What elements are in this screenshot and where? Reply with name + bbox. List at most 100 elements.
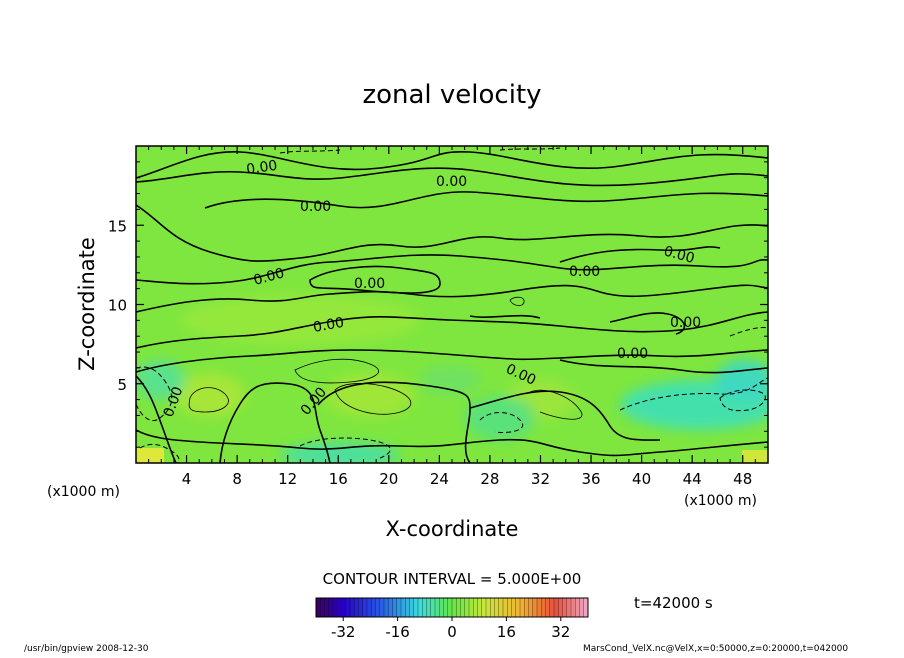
colorbar-cell [524,598,529,617]
bottom-left-warm-patch [136,448,164,463]
contour-line [529,389,583,420]
colorbar-cell [498,598,504,617]
contour-label: 0.00 [300,199,331,215]
contour-line [136,349,768,373]
time-label: t=42000 s [634,594,713,612]
colorbar-cell [333,598,338,617]
colorbar-cell [575,598,580,617]
contour-line [188,387,229,413]
contour-lines [136,150,768,463]
colorbar-cell [328,598,334,617]
contour-label: 0.00 [312,315,345,336]
colorbar-cell [507,598,512,617]
x-tick-label: 40 [632,470,651,488]
colorbar-cell [579,598,585,617]
colorbar-cell [443,598,449,617]
colorbar-cell [460,598,466,617]
colorbar-cell [481,598,487,617]
contour-line [136,204,768,262]
colorbar-cell [532,598,538,617]
colorbar-cell [494,598,500,617]
colorbar-tick-label: 32 [551,623,570,641]
contour-line [139,443,180,463]
x-tick-label: 28 [480,470,499,488]
chart-title: zonal velocity [362,80,541,110]
y-axis: 5 10 15 [108,161,768,448]
colorbar-cell [396,598,402,617]
contour-label: 0.00 [662,243,696,267]
colorbar-cell [337,598,342,617]
negative-contours [136,147,768,463]
x-tick-label: 16 [329,470,348,488]
colorbar-cell [392,598,398,617]
x-axis-label: X-coordinate [386,517,519,541]
colorbar-cell [558,598,563,617]
x-tick-label: 8 [232,470,242,488]
contour-line [479,412,523,433]
colorbar-cell [354,598,359,617]
colorbar-cell [422,598,427,617]
colorbar-cell [511,598,517,617]
colorbar-cell [452,598,457,617]
colorbar-tick-label: 0 [447,623,457,641]
colorbar-cell [486,598,491,617]
x-axis-unit-right: (x1000 m) [684,493,757,509]
contour-label: 0.00 [569,264,600,280]
colorbar-cell [430,598,436,617]
x-axis-unit-left: (x1000 m) [47,484,120,500]
contour-line [729,327,768,337]
contour-line [136,375,177,463]
contour-line [136,311,768,349]
footer-right: MarsCond_VelX.nc@VelX,x=0:50000,z=0:2000… [583,644,848,654]
colorbar-cell [571,598,576,617]
colorbar-cell [469,598,474,617]
x-axis: 4 8 12 16 20 24 28 32 36 40 44 48 [148,146,756,488]
y-tick-label: 10 [108,297,127,315]
colorbar-cell [350,598,355,617]
colorbar-cell [413,598,419,617]
x-tick-label: 12 [278,470,297,488]
colorbar-cell [426,598,432,617]
contour-line [136,254,768,285]
contour-line [469,390,661,441]
colorbar-cell [371,598,376,617]
colorbar-cell [503,598,508,617]
colorbar-cell [515,598,521,617]
colorbar-tick-label: 16 [497,623,516,641]
contour-line [136,366,173,422]
colorbar-tick-label: -16 [385,623,410,641]
y-tick-label: 5 [117,376,127,394]
colorbar-cell [456,598,461,617]
contour-line [719,389,766,412]
contour-line [469,314,541,319]
colorbar-cell [316,598,321,617]
colorbar-cell [405,598,410,617]
colorbar-cell [439,598,444,617]
colorbar-cell [477,598,483,617]
contour-label: 0.00 [245,158,278,178]
contour-label: 0.00 [617,346,648,362]
colorbar [315,598,589,617]
colorbar-cell [401,598,406,617]
colorbar-cell [528,598,534,617]
colorbar-cell [464,598,470,617]
colorbar-cell [324,598,330,617]
contour-line [204,191,768,209]
contour-line [334,383,412,415]
contour-label: 0.00 [354,276,385,292]
contour-line [136,150,768,179]
colorbar-cell [367,598,372,617]
colorbar-cell [473,598,478,617]
y-axis-label: Z-coordinate [75,237,99,371]
contour-line [609,312,686,335]
colorbar-cell [362,598,368,617]
colorbar-cell [447,598,453,617]
colorbar-cell [418,598,423,617]
contour-line [509,296,525,306]
contour-line [559,359,768,374]
colorbar-cell [435,598,440,617]
colorbar-cell [554,598,559,617]
contour-line [294,358,379,384]
colorbar-tick-label: -32 [331,623,356,641]
